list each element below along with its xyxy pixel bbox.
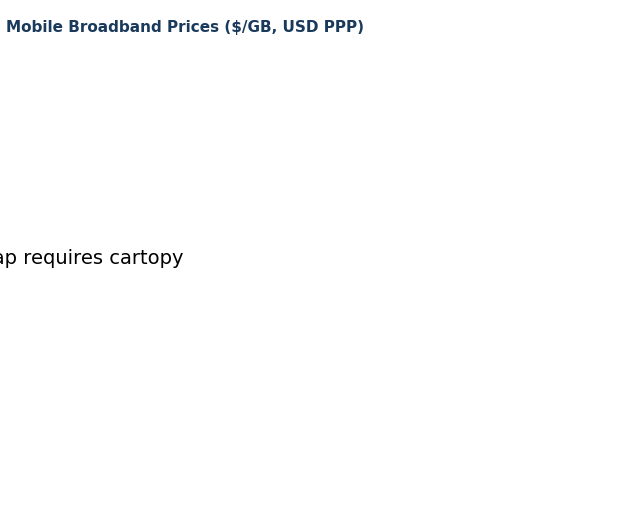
Text: Mobile Broadband Prices ($/GB, USD PPP): Mobile Broadband Prices ($/GB, USD PPP) xyxy=(6,20,364,35)
Text: Map requires cartopy: Map requires cartopy xyxy=(0,248,184,268)
